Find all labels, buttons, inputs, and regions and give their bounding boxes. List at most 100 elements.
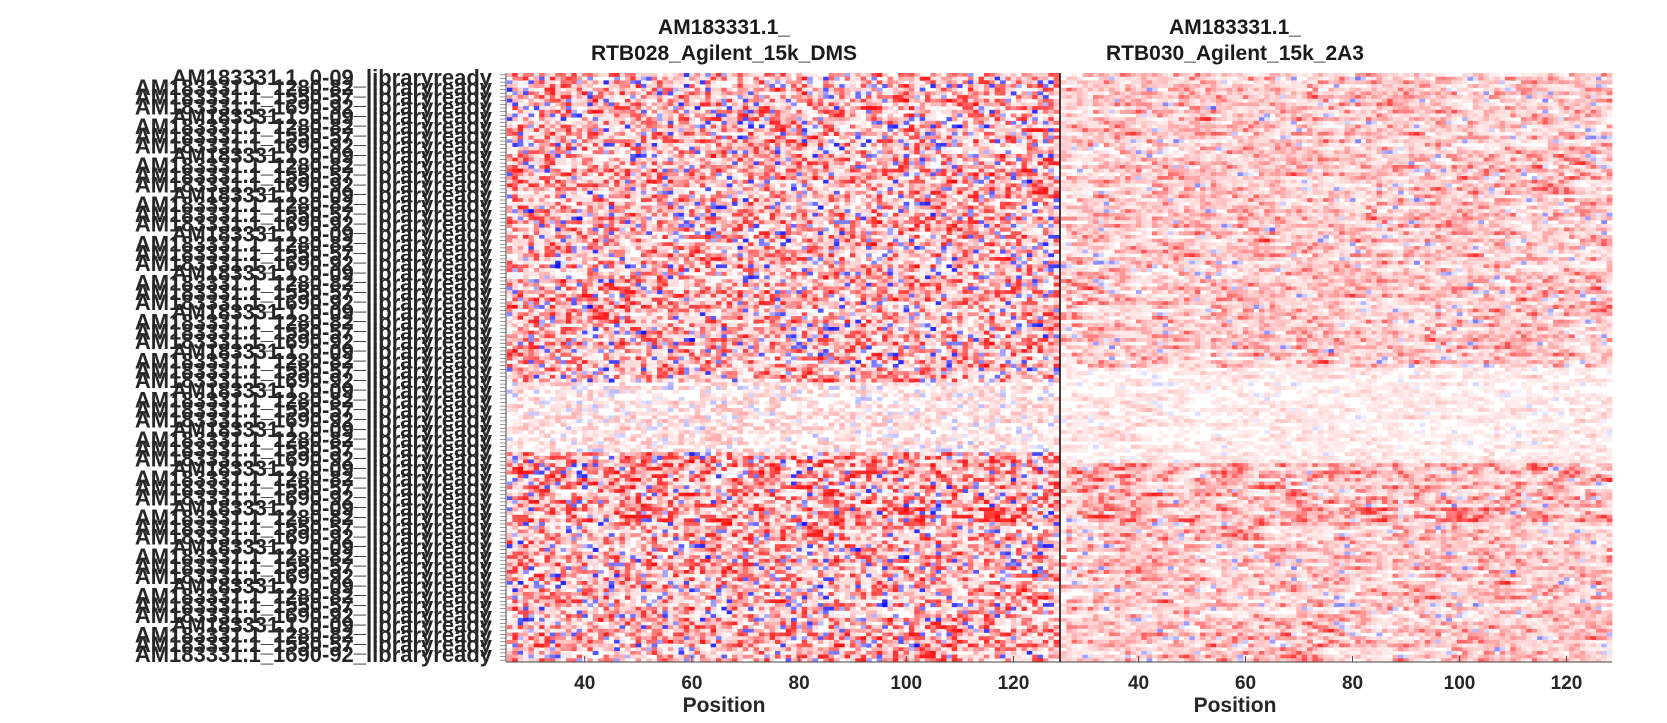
heatmap-cell: [587, 246, 594, 251]
heatmap-cell: [716, 205, 722, 210]
heatmap-cell: [930, 198, 937, 203]
heatmap-cell: [624, 168, 631, 173]
heatmap-cell: [882, 73, 888, 78]
heatmap-cell: [614, 194, 620, 199]
heatmap-cell: [1000, 249, 1006, 254]
heatmap-cell: [973, 220, 980, 225]
heatmap-cell: [774, 157, 781, 162]
heatmap-cell: [726, 238, 733, 243]
heatmap-cell: [603, 246, 610, 251]
heatmap-cell: [780, 91, 787, 96]
heatmap-cell: [978, 176, 985, 181]
heatmap-cell: [983, 102, 990, 107]
heatmap-cell: [994, 216, 1001, 221]
heatmap-cell: [646, 242, 653, 247]
heatmap-cell: [1026, 91, 1033, 96]
heatmap-cell: [560, 194, 567, 199]
heatmap-cell: [812, 216, 819, 221]
heatmap-cell: [624, 157, 631, 162]
heatmap-cell: [957, 227, 963, 232]
heatmap-cell: [1037, 95, 1044, 100]
heatmap-cell: [549, 91, 556, 96]
heatmap-cell: [544, 198, 551, 203]
heatmap-cell: [1010, 212, 1017, 217]
heatmap-cell: [716, 84, 722, 89]
heatmap-cell: [908, 168, 915, 173]
heatmap-cell: [860, 76, 867, 81]
heatmap-cell: [1053, 238, 1060, 243]
heatmap-cell: [801, 238, 808, 243]
panel-1-title-line1: AM183331.1_: [658, 16, 790, 39]
heatmap-cell: [769, 95, 776, 100]
heatmap-cell: [576, 128, 583, 133]
heatmap-cell: [635, 98, 642, 103]
heatmap-cell: [582, 253, 588, 258]
heatmap-cell: [967, 231, 974, 236]
heatmap-cell: [962, 150, 969, 155]
heatmap-cell: [871, 238, 878, 243]
heatmap-cell: [882, 205, 888, 210]
heatmap-cell: [839, 131, 846, 136]
heatmap-cell: [758, 91, 765, 96]
heatmap-cell: [737, 201, 744, 206]
heatmap-cell: [882, 109, 888, 114]
heatmap-cell: [892, 187, 899, 192]
heatmap-cell: [576, 87, 583, 92]
heatmap-cell: [828, 131, 835, 136]
heatmap-cell: [903, 257, 910, 262]
heatmap-cell: [523, 227, 529, 232]
heatmap-cell: [726, 179, 733, 184]
heatmap-cell: [866, 131, 872, 136]
heatmap-cell: [737, 264, 744, 269]
heatmap-cell: [667, 128, 674, 133]
heatmap-cell: [667, 172, 674, 177]
heatmap-cell: [796, 117, 803, 122]
heatmap-cell: [565, 161, 572, 166]
heatmap-cell: [640, 106, 647, 111]
heatmap-cell: [930, 264, 937, 269]
heatmap-cell: [576, 168, 583, 173]
heatmap-cell: [935, 227, 942, 232]
heatmap-cell: [908, 249, 915, 254]
heatmap-cell: [817, 246, 824, 251]
heatmap-cell: [598, 135, 604, 140]
heatmap-cell: [737, 139, 744, 144]
heatmap-cell: [662, 205, 669, 210]
heatmap-cell: [732, 117, 738, 122]
heatmap-cell: [914, 73, 921, 78]
heatmap-cell: [630, 238, 637, 243]
heatmap-cell: [614, 87, 620, 92]
heatmap-cell: [716, 216, 722, 221]
heatmap-cell: [908, 205, 915, 210]
heatmap-cell: [716, 223, 722, 229]
heatmap-cell: [791, 80, 797, 85]
row-label: AM183331.1_1550-57_libraryready: [135, 85, 493, 110]
heatmap-cell: [930, 253, 937, 258]
heatmap-cell: [699, 135, 706, 140]
heatmap-cell: [614, 253, 620, 258]
heatmap-cell: [1000, 73, 1006, 78]
heatmap-cell: [576, 120, 583, 125]
heatmap-cell: [914, 223, 921, 229]
heatmap-cell: [1042, 190, 1049, 195]
row-label: AM183331.1_0-09_libraryready: [172, 261, 493, 286]
heatmap-cell: [866, 187, 872, 192]
heatmap-cell: [769, 142, 776, 148]
heatmap-cell: [978, 242, 985, 247]
heatmap-cell: [791, 128, 797, 133]
heatmap-cell: [657, 179, 663, 184]
heatmap-cell: [646, 249, 653, 254]
heatmap-cell: [608, 165, 615, 170]
heatmap-cell: [614, 165, 620, 170]
heatmap-cell: [657, 190, 663, 195]
heatmap-cell: [833, 124, 840, 129]
heatmap-cell: [598, 124, 604, 129]
heatmap-cell: [565, 242, 572, 247]
heatmap-cell: [689, 146, 695, 151]
heatmap-cell: [571, 168, 578, 173]
heatmap-cell: [994, 168, 1001, 173]
heatmap-cell: [758, 234, 765, 240]
heatmap-cell: [823, 139, 829, 144]
heatmap-cell: [694, 113, 701, 118]
heatmap-cell: [839, 216, 846, 221]
